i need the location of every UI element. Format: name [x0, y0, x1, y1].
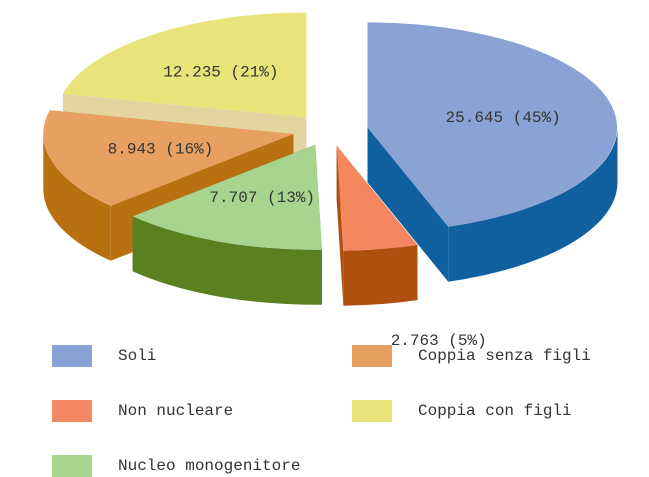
legend-swatch	[352, 345, 392, 367]
slice-top	[336, 145, 418, 251]
slice-side	[343, 245, 418, 306]
data-label: 12.235 (21%)	[163, 63, 278, 81]
legend-swatch	[352, 400, 392, 422]
slice-top	[367, 22, 618, 227]
slice-wall	[336, 145, 344, 306]
legend-label: Nucleo monogenitore	[118, 457, 300, 475]
slice-top	[132, 144, 322, 250]
legend-swatch	[52, 455, 92, 477]
slice-side	[132, 216, 322, 305]
slice-top	[62, 12, 307, 118]
data-label: 7.707 (13%)	[209, 189, 315, 207]
data-label: 2.763 (5%)	[391, 332, 487, 350]
slice-side	[448, 127, 618, 282]
slice-side	[43, 134, 111, 261]
legend-swatch	[52, 400, 92, 422]
data-label: 25.645 (45%)	[446, 109, 561, 127]
slice-top	[43, 110, 294, 206]
legend-label: Non nucleare	[118, 402, 233, 420]
legend-label: Coppia con figli	[418, 402, 572, 420]
slice-wall	[367, 127, 449, 282]
data-label: 8.943 (16%)	[108, 140, 214, 158]
legend-label: Coppia senza figli	[418, 347, 591, 365]
legend-label: Soli	[118, 347, 156, 365]
legend-swatch	[52, 345, 92, 367]
